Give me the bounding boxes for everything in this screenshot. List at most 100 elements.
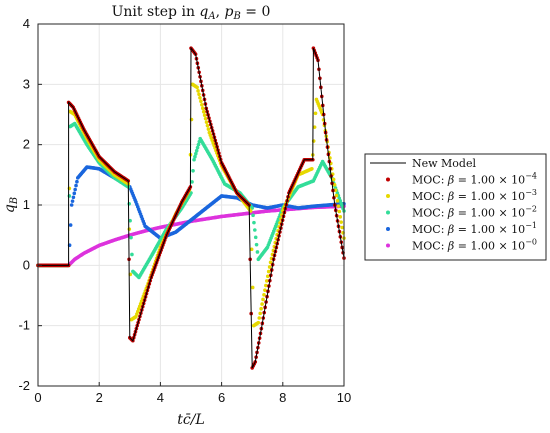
data-point: [338, 215, 343, 219]
data-point: [197, 92, 201, 97]
data-point: [73, 187, 77, 192]
legend-marker: [386, 210, 390, 215]
series-layer: [36, 46, 346, 370]
data-point: [335, 199, 340, 203]
y-tick-label: -2: [18, 378, 30, 393]
data-point: [260, 302, 264, 306]
data-point: [194, 148, 199, 153]
data-point: [249, 247, 254, 252]
data-point: [128, 218, 132, 223]
data-point: [334, 193, 339, 198]
data-point: [258, 311, 263, 316]
data-point: [203, 116, 208, 121]
data-point: [71, 195, 76, 200]
y-tick-label: -1: [18, 318, 30, 333]
data-point: [193, 154, 197, 159]
data-point: [199, 99, 203, 104]
legend-label: MOC: β = 1.00 × 10−2: [412, 205, 537, 220]
data-point: [192, 157, 196, 162]
data-point: [68, 223, 73, 227]
data-point: [196, 89, 200, 93]
tick-labels: 0 2 4 6 8 10 -2 -1 0 1 2 3 4: [18, 16, 351, 405]
data-point: [340, 225, 344, 230]
data-point: [261, 297, 265, 302]
x-tick-label: 4: [157, 390, 164, 405]
legend-marker: [386, 194, 390, 198]
data-point: [202, 113, 207, 117]
data-point: [310, 167, 314, 171]
data-point: [74, 183, 78, 188]
y-tick-label: 4: [23, 16, 30, 31]
y-tick-label: 0: [23, 257, 30, 272]
data-point: [256, 320, 261, 325]
data-point: [196, 142, 201, 147]
data-point: [201, 109, 206, 114]
y-tick-label: 1: [23, 197, 30, 212]
data-point: [194, 151, 198, 156]
data-point: [130, 252, 134, 257]
data-point: [331, 177, 336, 182]
data-point: [253, 228, 257, 232]
data-point: [268, 260, 273, 265]
legend-marker: [386, 177, 390, 182]
data-point: [339, 220, 343, 224]
data-point: [200, 102, 204, 107]
data-point: [129, 235, 133, 240]
data-point: [263, 288, 267, 292]
x-tick-label: 6: [218, 390, 225, 405]
data-point: [195, 85, 199, 90]
data-point: [254, 242, 259, 247]
series-line: [38, 46, 345, 369]
data-point: [259, 306, 263, 311]
x-axis-label: tc̄/L: [177, 412, 205, 428]
data-point: [257, 316, 262, 320]
x-tick-label: 8: [279, 390, 286, 405]
y-axis-label: qB: [2, 197, 20, 213]
data-point: [127, 227, 132, 231]
legend-label: MOC: β = 1.00 × 10−3: [412, 188, 537, 203]
data-point: [255, 250, 260, 254]
data-point: [72, 191, 77, 196]
data-point: [262, 293, 266, 297]
data-point: [313, 111, 318, 116]
data-point: [204, 120, 209, 124]
x-tick-label: 2: [96, 390, 103, 405]
data-point: [190, 180, 194, 184]
data-point: [267, 265, 272, 269]
x-tick-label: 0: [34, 390, 41, 405]
data-point: [336, 204, 341, 208]
data-point: [69, 203, 74, 207]
legend-label: New Model: [412, 157, 476, 170]
data-point: [265, 274, 270, 279]
legend-label: MOC: β = 1.00 × 10−1: [412, 221, 537, 236]
data-point: [127, 201, 131, 206]
data-point: [251, 213, 255, 218]
data-point: [205, 123, 210, 128]
data-point: [191, 169, 195, 173]
data-point: [198, 95, 202, 100]
chart-title: Unit step in qA, pB = 0: [112, 4, 271, 22]
legend-box: [364, 153, 547, 261]
data-point: [206, 127, 211, 131]
data-point: [264, 279, 269, 283]
series-0: [38, 46, 345, 369]
data-point: [250, 285, 255, 290]
data-point: [195, 145, 200, 150]
data-point: [252, 220, 256, 225]
legend-label: MOC: β = 1.00 × 10−0: [412, 238, 537, 253]
x-tick-label: 10: [337, 390, 351, 405]
legend-marker: [386, 243, 390, 248]
legend-label: MOC: β = 1.00 × 10−4: [412, 172, 537, 187]
data-point: [253, 235, 258, 240]
data-point: [75, 179, 79, 184]
y-tick-label: 3: [23, 76, 30, 91]
data-point: [312, 125, 317, 129]
data-point: [70, 199, 75, 203]
data-point: [337, 209, 342, 214]
legend-marker: [386, 227, 390, 231]
y-tick-label: 2: [23, 137, 30, 152]
data-point: [200, 106, 205, 111]
data-point: [266, 269, 271, 274]
